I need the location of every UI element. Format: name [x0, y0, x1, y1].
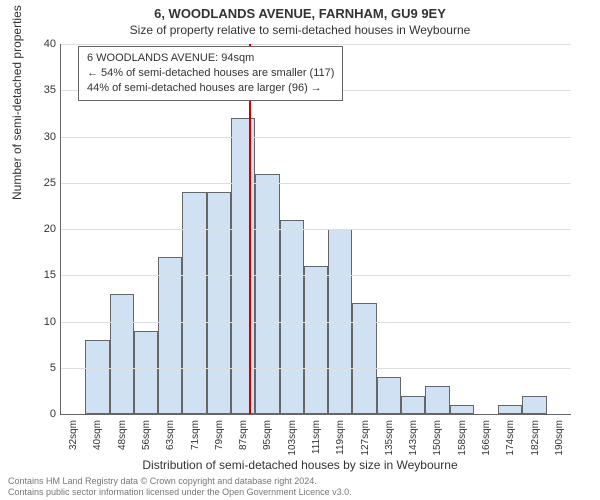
- x-tick-label: 87sqm: [238, 420, 249, 450]
- info-line-2: ← 54% of semi-detached houses are smalle…: [87, 66, 334, 81]
- x-tick-label: 143sqm: [408, 420, 419, 456]
- histogram-bar: [401, 396, 425, 415]
- y-tick-label: 5: [26, 362, 56, 374]
- x-tick-label: 158sqm: [457, 420, 468, 456]
- y-tick-label: 10: [26, 316, 56, 328]
- histogram-bar: [425, 386, 449, 414]
- histogram-bar: [85, 340, 109, 414]
- x-tick-label: 127sqm: [360, 420, 371, 456]
- histogram-bar: [231, 118, 255, 414]
- x-tick-label: 63sqm: [165, 420, 176, 450]
- x-tick-label: 182sqm: [530, 420, 541, 456]
- histogram-bar: [280, 220, 304, 414]
- histogram-bar: [304, 266, 328, 414]
- x-tick-label: 190sqm: [554, 420, 565, 456]
- y-tick-label: 25: [26, 177, 56, 189]
- histogram-bar: [522, 396, 546, 415]
- footer-attribution: Contains HM Land Registry data © Crown c…: [8, 476, 352, 499]
- x-tick-label: 32sqm: [68, 420, 79, 450]
- info-line-1: 6 WOODLANDS AVENUE: 94sqm: [87, 51, 334, 66]
- histogram-bar: [182, 192, 206, 414]
- x-tick-label: 48sqm: [117, 420, 128, 450]
- gridline: [61, 275, 571, 276]
- gridline: [61, 229, 571, 230]
- x-tick-label: 150sqm: [432, 420, 443, 456]
- histogram-bar: [207, 192, 231, 414]
- x-tick-label: 174sqm: [505, 420, 516, 456]
- y-tick-label: 40: [26, 38, 56, 50]
- histogram-bar: [352, 303, 376, 414]
- y-tick-label: 35: [26, 84, 56, 96]
- x-tick-label: 56sqm: [141, 420, 152, 450]
- y-tick-label: 15: [26, 269, 56, 281]
- gridline: [61, 322, 571, 323]
- info-box: 6 WOODLANDS AVENUE: 94sqm ← 54% of semi-…: [78, 46, 343, 101]
- y-axis-label: Number of semi-detached properties: [10, 5, 24, 200]
- x-tick-label: 71sqm: [190, 420, 201, 450]
- chart-subtitle: Size of property relative to semi-detach…: [0, 23, 600, 37]
- gridline: [61, 137, 571, 138]
- histogram-bar: [110, 294, 134, 414]
- y-tick-label: 0: [26, 408, 56, 420]
- histogram-bar: [134, 331, 158, 414]
- y-tick-label: 30: [26, 131, 56, 143]
- footer-line-1: Contains HM Land Registry data © Crown c…: [8, 476, 352, 487]
- footer-line-2: Contains public sector information licen…: [8, 487, 352, 498]
- x-tick-label: 103sqm: [287, 420, 298, 456]
- gridline: [61, 368, 571, 369]
- x-axis-label: Distribution of semi-detached houses by …: [0, 458, 600, 472]
- chart-container: 6, WOODLANDS AVENUE, FARNHAM, GU9 9EY Si…: [0, 0, 600, 500]
- info-line-3: 44% of semi-detached houses are larger (…: [87, 81, 334, 96]
- histogram-bar: [255, 174, 279, 415]
- y-tick-label: 20: [26, 223, 56, 235]
- x-tick-label: 79sqm: [214, 420, 225, 450]
- x-tick-label: 119sqm: [335, 420, 346, 455]
- chart-title: 6, WOODLANDS AVENUE, FARNHAM, GU9 9EY: [0, 0, 600, 21]
- x-tick-label: 166sqm: [481, 420, 492, 456]
- x-tick-label: 95sqm: [262, 420, 273, 450]
- histogram-bar: [377, 377, 401, 414]
- gridline: [61, 44, 571, 45]
- gridline: [61, 183, 571, 184]
- histogram-bar: [450, 405, 474, 414]
- x-tick-label: 111sqm: [311, 420, 322, 454]
- x-tick-label: 40sqm: [92, 420, 103, 450]
- histogram-bar: [498, 405, 522, 414]
- x-tick-label: 135sqm: [384, 420, 395, 456]
- histogram-bar: [158, 257, 182, 414]
